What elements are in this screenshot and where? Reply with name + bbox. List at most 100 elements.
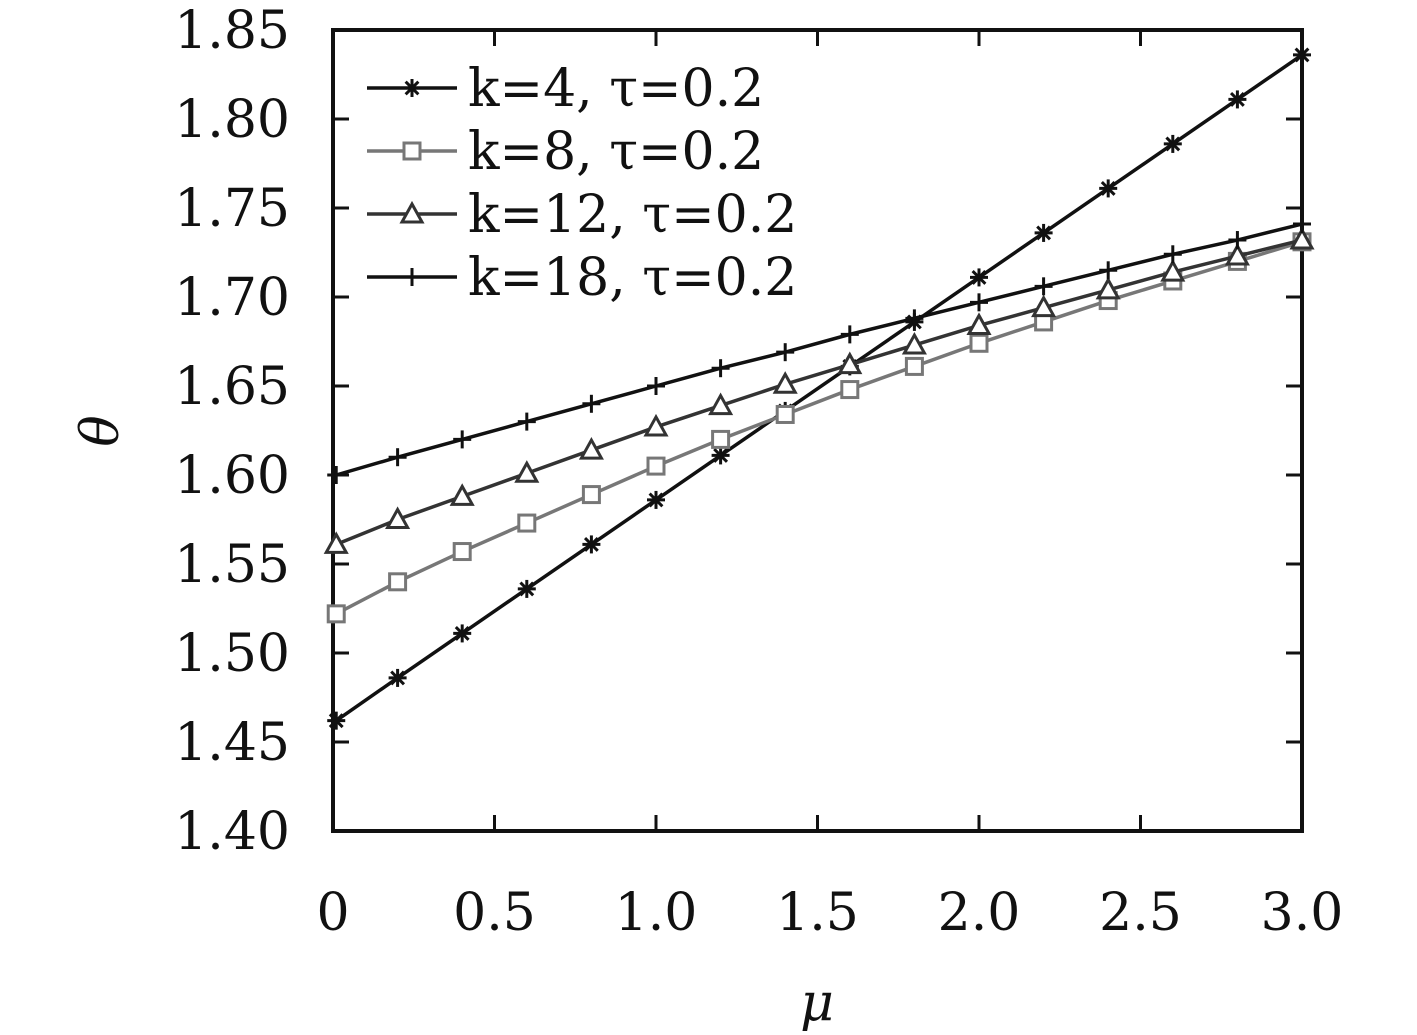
triangle-marker <box>323 531 349 554</box>
marker-asterisk-stroke <box>454 625 470 641</box>
triangle-marker <box>643 413 669 437</box>
triangle-marker <box>1224 242 1250 266</box>
asterisk-marker <box>711 446 730 465</box>
triangle-marker <box>901 331 927 355</box>
triangle-marker <box>578 436 604 460</box>
x-tick-label: 1.0 <box>615 883 698 943</box>
plus-marker <box>403 268 421 286</box>
plus-marker <box>453 430 472 449</box>
marker-triangle-shape <box>643 413 669 437</box>
marker-asterisk-stroke <box>1229 91 1245 107</box>
marker-triangle-shape <box>772 371 798 394</box>
plus-marker <box>1228 231 1247 250</box>
square-marker <box>775 404 795 424</box>
legend-label: k=12, τ=0.2 <box>468 185 797 245</box>
y-tick-label: 1.55 <box>174 535 290 595</box>
marker-square-shape <box>517 513 537 533</box>
asterisk-marker <box>1034 223 1053 242</box>
y-axis-label: θ <box>71 415 131 446</box>
series-line <box>335 53 1303 723</box>
series-line <box>335 240 1303 616</box>
triangle-marker <box>772 371 798 394</box>
triangle-marker <box>514 460 540 483</box>
series-4 <box>327 215 1311 484</box>
marker-asterisk-stroke <box>519 581 535 597</box>
legend-label: k=8, τ=0.2 <box>468 122 764 182</box>
plus-marker <box>388 448 407 467</box>
square-marker <box>402 141 422 161</box>
square-marker <box>388 572 408 592</box>
marker-asterisk-stroke <box>1100 180 1116 196</box>
series-layer <box>323 45 1315 730</box>
marker-triangle-shape <box>837 351 863 375</box>
marker-asterisk-stroke <box>1165 136 1181 152</box>
marker-triangle-shape <box>323 531 349 554</box>
x-tick-label: 1.5 <box>776 883 859 943</box>
triangle-marker <box>385 506 411 529</box>
plus-marker <box>776 343 795 362</box>
plus-marker <box>1293 215 1311 234</box>
marker-triangle-shape <box>966 312 992 335</box>
asterisk-marker <box>327 711 346 730</box>
legend-label: k=4, τ=0.2 <box>468 59 764 119</box>
square-marker <box>711 429 731 449</box>
triangle-marker <box>1095 276 1121 300</box>
square-marker <box>969 333 989 353</box>
marker-triangle-shape <box>1095 276 1121 300</box>
y-tick-label: 1.80 <box>174 90 290 150</box>
square-marker <box>581 485 601 505</box>
y-tick-label: 1.40 <box>174 802 290 862</box>
square-marker <box>452 542 472 562</box>
asterisk-marker <box>1163 134 1182 153</box>
asterisk-marker <box>388 668 407 687</box>
plus-marker <box>970 293 988 312</box>
asterisk-marker <box>517 579 536 598</box>
asterisk-marker <box>970 268 988 287</box>
y-tick-label: 1.60 <box>174 446 290 506</box>
x-tick-label: 2.0 <box>938 883 1021 943</box>
asterisk-marker <box>403 79 421 97</box>
y-tick-label: 1.50 <box>174 624 290 684</box>
y-tick-label: 1.70 <box>174 268 290 328</box>
triangle-marker <box>966 312 992 335</box>
x-tick-label: 2.5 <box>1099 883 1182 943</box>
marker-asterisk-stroke <box>648 492 664 508</box>
marker-square-shape <box>904 356 924 376</box>
asterisk-marker <box>1293 45 1311 64</box>
plus-marker <box>1163 245 1182 264</box>
legend-item: k=8, τ=0.2 <box>367 122 764 182</box>
marker-asterisk-stroke <box>1294 47 1310 63</box>
ticks-layer: 0 0.5 1.0 1.5 2.0 2.5 3.0 1.40 1.45 1.50 1.55 1.60 1… <box>174 1 1343 943</box>
marker-asterisk-stroke <box>1036 225 1052 241</box>
legend-label: k=18, τ=0.2 <box>468 248 797 308</box>
marker-asterisk-stroke <box>583 536 599 552</box>
asterisk-marker <box>453 624 472 643</box>
series-3 <box>323 226 1315 554</box>
x-tick-label: 0 <box>316 883 349 943</box>
y-tick-label: 1.85 <box>174 1 290 61</box>
marker-square-shape <box>326 604 346 624</box>
asterisk-marker <box>582 535 601 554</box>
plus-marker <box>840 325 859 344</box>
plus-marker <box>1034 277 1053 296</box>
legend-item: k=12, τ=0.2 <box>367 185 797 245</box>
plus-marker <box>327 466 346 484</box>
marker-triangle-shape <box>514 460 540 483</box>
square-marker <box>904 356 924 376</box>
plus-marker <box>582 394 601 413</box>
square-marker <box>840 380 860 400</box>
marker-triangle-shape <box>399 200 425 224</box>
plus-marker <box>517 412 536 431</box>
asterisk-marker <box>647 490 665 509</box>
marker-square-shape <box>711 429 731 449</box>
marker-triangle-shape <box>1289 226 1315 250</box>
marker-square-shape <box>646 456 666 476</box>
asterisk-marker <box>1099 179 1118 198</box>
marker-asterisk-stroke <box>713 447 729 463</box>
square-marker <box>517 513 537 533</box>
y-tick-label: 1.45 <box>174 713 290 773</box>
marker-square-shape <box>775 404 795 424</box>
marker-asterisk-stroke <box>328 713 344 729</box>
marker-asterisk-stroke <box>390 670 406 686</box>
